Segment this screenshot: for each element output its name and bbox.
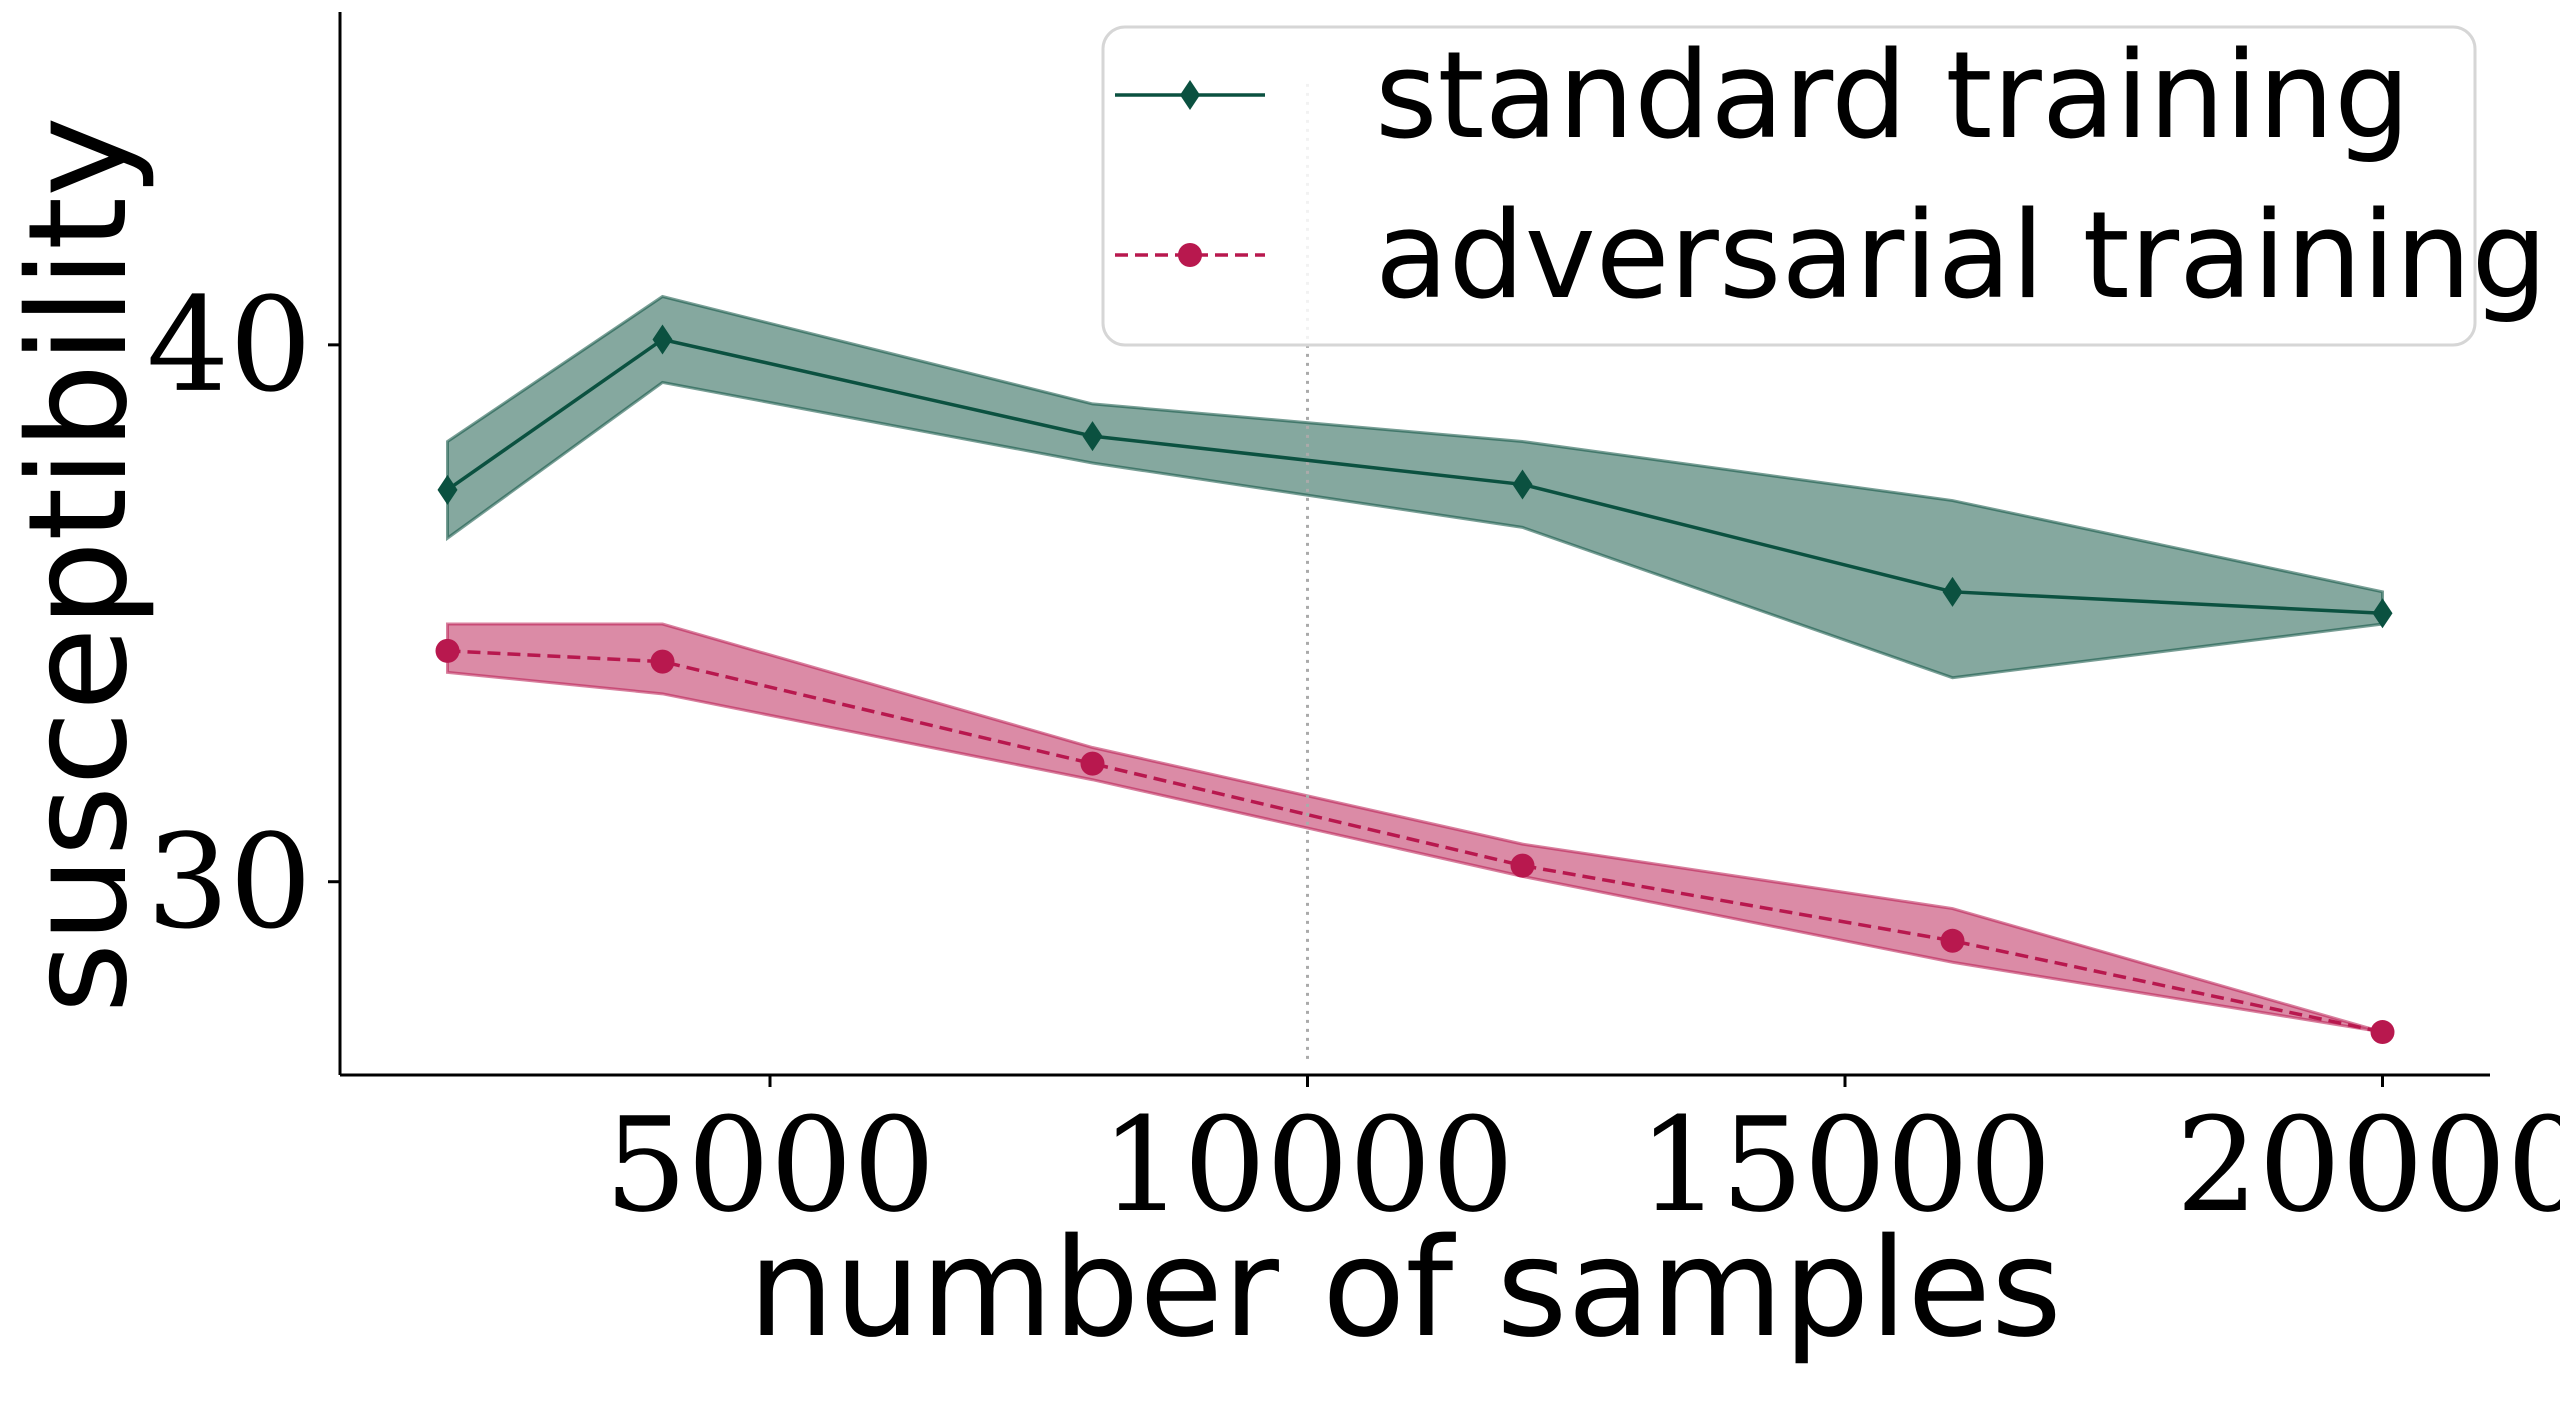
series-1-point-6	[2372, 598, 2393, 629]
legend-label-1: standard training	[1375, 27, 2410, 166]
legend-label-2: adversarial training	[1375, 187, 2548, 326]
x-tick-label: 5000	[605, 1089, 936, 1241]
y-ticks: 30 40	[147, 269, 340, 958]
series-1-point-5	[1942, 576, 1963, 607]
y-axis-label: susceptibility	[0, 116, 158, 1013]
series-line-1	[446, 337, 2383, 616]
series-2-point-5	[1940, 928, 1965, 953]
series-1-point-1	[437, 474, 458, 505]
y-tick-label: 40	[147, 269, 312, 421]
x-axis-label: number of samples	[748, 1210, 2062, 1368]
x-tick-label: 15000	[1638, 1089, 2052, 1241]
series-line-2	[447, 649, 2383, 1034]
x-ticks: 5000 10000 15000 20000	[605, 1075, 2560, 1241]
series-2-point-2	[650, 649, 675, 674]
x-tick-label: 20000	[2176, 1089, 2560, 1241]
legend-entries: standard training adversarial training	[1115, 27, 2548, 326]
legend-box	[1101, 25, 2477, 347]
series-2-point-4	[1510, 853, 1535, 878]
series-1-point-3	[1082, 421, 1103, 452]
x-tick-label: 10000	[1101, 1089, 1515, 1241]
y-tick-label: 30	[147, 806, 312, 958]
legend-marker-1	[1180, 80, 1200, 110]
series-1-point-2	[652, 324, 673, 355]
series-2-point-6	[2370, 1020, 2395, 1045]
legend-marker-2	[1178, 243, 1202, 267]
legend: standard training adversarial training	[1101, 25, 2548, 347]
series-1-point-4	[1512, 469, 1533, 500]
series-2-point-1	[435, 638, 460, 663]
series-group	[435, 324, 2395, 1045]
series-2-point-3	[1080, 751, 1105, 776]
